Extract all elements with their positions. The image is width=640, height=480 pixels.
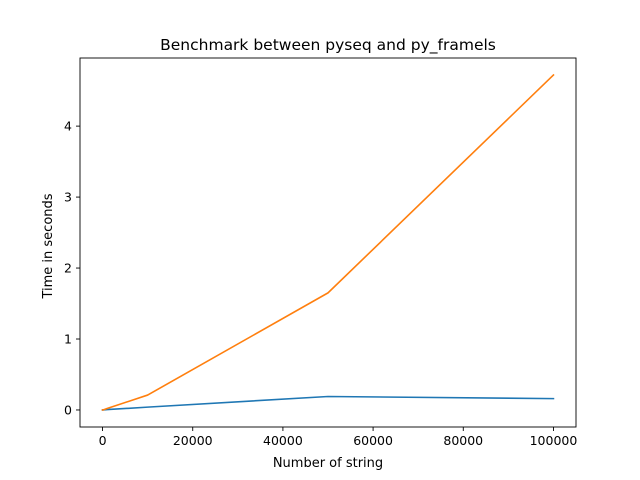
x-tick-label: 100000 <box>530 433 578 448</box>
x-axis: 0 20000 40000 60000 80000 100000 <box>99 427 578 448</box>
plot-area <box>79 57 577 428</box>
plot-frame <box>79 57 577 428</box>
y-tick-label: 4 <box>64 119 72 134</box>
y-axis: 0 1 2 3 4 <box>64 119 80 417</box>
y-tick-label: 1 <box>64 332 72 347</box>
x-tick-label: 60000 <box>353 433 393 448</box>
y-tick-label: 2 <box>64 261 72 276</box>
series-line-2 <box>101 73 555 411</box>
x-tick-label: 40000 <box>263 433 303 448</box>
series-line-1 <box>101 395 555 411</box>
x-tick-label: 80000 <box>443 433 483 448</box>
x-axis-label: Number of string <box>273 456 383 471</box>
y-axis-label: Time in seconds <box>41 193 56 299</box>
x-tick-label: 0 <box>99 433 107 448</box>
y-tick-label: 3 <box>64 190 72 205</box>
chart-title: Benchmark between pyseq and py_framels <box>160 36 496 55</box>
x-tick-label: 20000 <box>173 433 213 448</box>
y-tick-label: 0 <box>64 402 72 417</box>
